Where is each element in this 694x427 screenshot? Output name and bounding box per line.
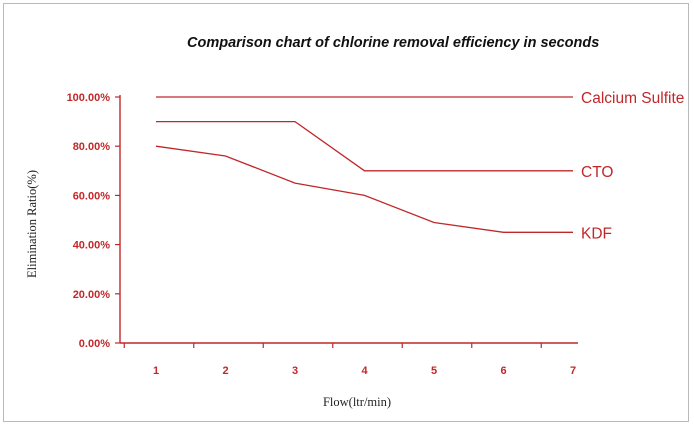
y-tick-label: 40.00% [73,240,111,252]
y-ticks: 0.00% 20.00% 40.00% 60.00% 80.00% 100.00% [67,92,120,350]
x-tick-label: 1 [153,365,159,377]
chart-title: Comparison chart of chlorine removal eff… [187,35,599,51]
series-label: Calcium Sulfite [581,90,684,107]
x-axis-label: Flow(ltr/min) [323,395,391,409]
x-tick-label: 4 [361,365,368,377]
y-tick-label: 0.00% [79,338,110,350]
series-label: KDF [581,225,612,242]
y-axis-label: Elimination Ratio(%) [25,170,39,278]
x-tick-label: 7 [570,365,576,377]
y-tick-label: 60.00% [73,190,111,202]
y-tick-label: 20.00% [73,289,111,301]
series-group: Calcium Sulfite CTO KDF [155,90,684,242]
x-tick-label: 5 [431,365,437,377]
y-tick-label: 100.00% [67,92,111,104]
x-tick-label: 3 [292,365,298,377]
series-line [155,145,573,233]
x-tick-label: 2 [222,365,228,377]
y-tick-label: 80.00% [73,141,111,153]
series-label: CTO [581,164,613,181]
x-tick-label: 6 [500,365,506,377]
axes [119,95,578,344]
chart-frame [3,3,689,422]
x-ticks: 1 2 3 4 5 6 7 [123,343,576,377]
series-line [156,120,573,172]
